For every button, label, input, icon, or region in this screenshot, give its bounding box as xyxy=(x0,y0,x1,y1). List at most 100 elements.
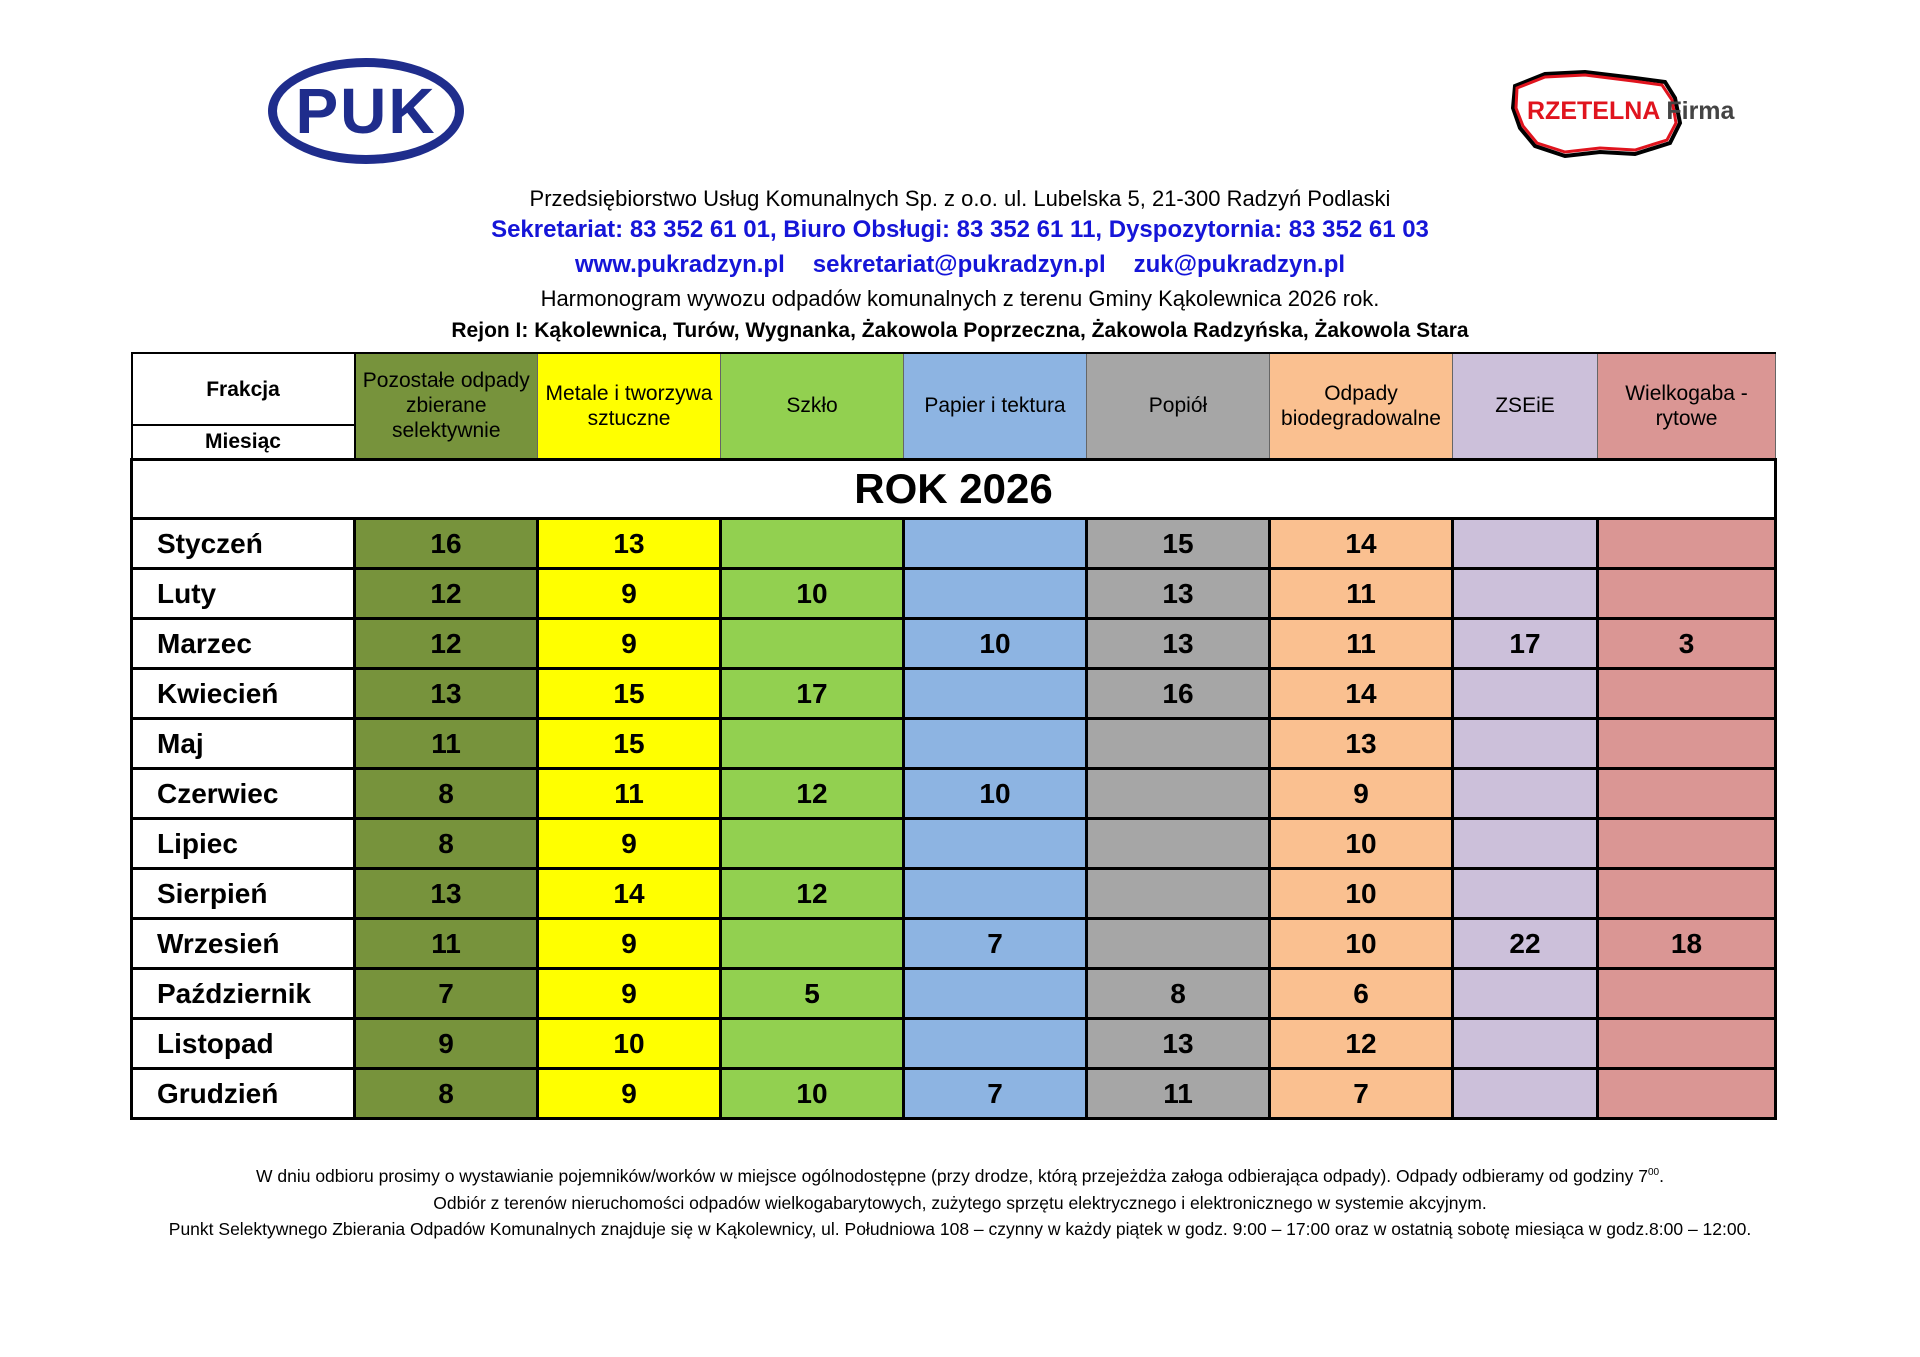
day-cell xyxy=(902,516,1088,570)
day-cell xyxy=(902,866,1088,920)
poland-map-outline-icon xyxy=(1510,69,1683,158)
day-cell: 8 xyxy=(1085,966,1271,1020)
day-cell: 12 xyxy=(719,866,905,920)
day-cell: 13 xyxy=(353,866,539,920)
day-cell: 17 xyxy=(719,666,905,720)
day-cell xyxy=(1451,1016,1599,1070)
day-cell xyxy=(1085,766,1271,820)
day-cell: 15 xyxy=(536,716,722,770)
column-header: Wielkogaba - rytowe xyxy=(1597,352,1776,460)
schedule-title: Harmonogram wywozu odpadów komunalnych z… xyxy=(540,286,1380,311)
day-cell: 9 xyxy=(1268,766,1454,820)
day-cell: 11 xyxy=(1085,1066,1271,1120)
day-cell: 12 xyxy=(353,616,539,670)
day-cell: 10 xyxy=(719,566,905,620)
day-cell: 12 xyxy=(353,566,539,620)
day-cell: 10 xyxy=(1268,916,1454,970)
day-cell: 11 xyxy=(353,916,539,970)
day-cell: 15 xyxy=(1085,516,1271,570)
day-cell xyxy=(719,1016,905,1070)
column-header: Szkło xyxy=(720,352,904,460)
phone-numbers: Sekretariat: 83 352 61 01, Biuro Obsługi… xyxy=(491,216,1429,243)
day-cell: 7 xyxy=(902,1066,1088,1120)
day-cell: 3 xyxy=(1596,616,1777,670)
zuk-email-link[interactable]: zuk@pukradzyn.pl xyxy=(1133,251,1346,278)
month-cell: Listopad xyxy=(130,1016,356,1070)
day-cell: 9 xyxy=(536,1066,722,1120)
day-cell: 14 xyxy=(1268,666,1454,720)
table-row: Sierpień 13 14 12 10 xyxy=(130,866,1777,920)
day-cell: 13 xyxy=(1268,716,1454,770)
day-cell xyxy=(1451,766,1599,820)
day-cell xyxy=(902,566,1088,620)
website-link[interactable]: www.pukradzyn.pl xyxy=(574,251,785,278)
day-cell: 13 xyxy=(353,666,539,720)
day-cell xyxy=(1596,516,1777,570)
day-cell xyxy=(1451,516,1599,570)
day-cell xyxy=(719,716,905,770)
month-cell: Lipiec xyxy=(130,816,356,870)
day-cell xyxy=(1451,566,1599,620)
column-header: Metale i tworzywa sztuczne xyxy=(537,352,721,460)
day-cell: 16 xyxy=(353,516,539,570)
region-title: Rejon I: Kąkolewnica, Turów, Wygnanka, Ż… xyxy=(451,319,1469,342)
month-cell: Sierpień xyxy=(130,866,356,920)
day-cell xyxy=(719,816,905,870)
column-header: Papier i tektura xyxy=(903,352,1087,460)
day-cell xyxy=(1085,816,1271,870)
month-cell: Maj xyxy=(130,716,356,770)
day-cell xyxy=(1596,966,1777,1020)
company-address: Przedsiębiorstwo Usług Komunalnych Sp. z… xyxy=(529,186,1391,211)
secretariat-email-link[interactable]: sekretariat@pukradzyn.pl xyxy=(812,251,1106,278)
table-row: Wrzesień 11 9 7 10 22 18 xyxy=(130,916,1777,970)
table-row: Kwiecień 13 15 17 16 14 xyxy=(130,666,1777,720)
table-row: Maj 11 15 13 xyxy=(130,716,1777,770)
day-cell: 13 xyxy=(1085,566,1271,620)
table-row: Marzec 12 9 10 13 11 17 3 xyxy=(130,616,1777,670)
day-cell: 12 xyxy=(719,766,905,820)
day-cell: 8 xyxy=(353,816,539,870)
table-row: Lipiec 8 9 10 xyxy=(130,816,1777,870)
footer-note-1-sup: 00 xyxy=(1648,1167,1660,1179)
table-row: Grudzień 8 9 10 7 11 7 xyxy=(130,1066,1777,1120)
day-cell: 17 xyxy=(1451,616,1599,670)
day-cell xyxy=(1451,666,1599,720)
day-cell: 10 xyxy=(1268,816,1454,870)
day-cell: 14 xyxy=(536,866,722,920)
day-cell: 10 xyxy=(719,1066,905,1120)
day-cell: 18 xyxy=(1596,916,1777,970)
table-row: Listopad 9 10 13 12 xyxy=(130,1016,1777,1070)
puk-logo-text: PUK xyxy=(295,75,437,147)
day-cell xyxy=(1451,966,1599,1020)
logo-text-red: RZETELNA xyxy=(1527,97,1660,125)
day-cell xyxy=(902,966,1088,1020)
day-cell: 8 xyxy=(353,766,539,820)
month-cell: Kwiecień xyxy=(130,666,356,720)
day-cell: 8 xyxy=(353,1066,539,1120)
table-row: Styczeń 16 13 15 14 xyxy=(130,516,1777,570)
column-header: Popiół xyxy=(1086,352,1270,460)
day-cell: 12 xyxy=(1268,1016,1454,1070)
day-cell: 13 xyxy=(1085,1016,1271,1070)
day-cell: 5 xyxy=(719,966,905,1020)
year-label: ROK 2026 xyxy=(130,457,1777,520)
day-cell: 10 xyxy=(1268,866,1454,920)
footer-note-1-text: W dniu odbioru prosimy o wystawianie poj… xyxy=(256,1166,1648,1186)
day-cell xyxy=(1451,1066,1599,1120)
day-cell xyxy=(1085,866,1271,920)
footer-note-1: W dniu odbioru prosimy o wystawianie poj… xyxy=(0,1166,1920,1187)
day-cell: 9 xyxy=(353,1016,539,1070)
day-cell: 13 xyxy=(1085,616,1271,670)
rzetelna-firma-logo: RZETELNA Firma xyxy=(1505,68,1750,158)
day-cell: 16 xyxy=(1085,666,1271,720)
header-month: Miesiąc xyxy=(130,424,356,460)
day-cell: 11 xyxy=(353,716,539,770)
table-row: Luty 12 9 10 13 11 xyxy=(130,566,1777,620)
month-cell: Styczeń xyxy=(130,516,356,570)
puk-logo: PUK xyxy=(268,58,464,164)
logo-text-gray: Firma xyxy=(1666,97,1735,125)
day-cell xyxy=(902,666,1088,720)
month-cell: Luty xyxy=(130,566,356,620)
day-cell xyxy=(1085,916,1271,970)
schedule-table: Frakcja Pozostałe odpady zbierane selekty… xyxy=(130,352,1777,1120)
